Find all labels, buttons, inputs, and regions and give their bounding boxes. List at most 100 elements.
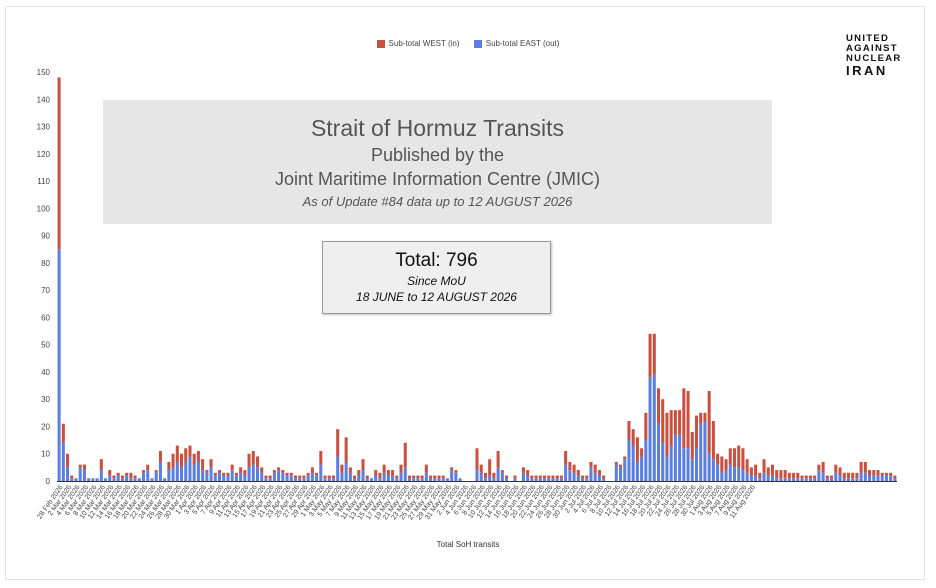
bar-west bbox=[817, 464, 821, 471]
bar-west bbox=[125, 472, 129, 476]
bar-west bbox=[593, 464, 597, 473]
bar-west bbox=[796, 472, 800, 479]
bar-west bbox=[876, 470, 880, 476]
bar-east bbox=[483, 478, 487, 481]
bar-west bbox=[699, 412, 703, 424]
bar-east bbox=[116, 475, 120, 481]
bar-east bbox=[661, 442, 665, 481]
bar-west bbox=[479, 464, 483, 473]
bar-east bbox=[640, 456, 644, 481]
bar-east bbox=[146, 470, 150, 481]
bar-west bbox=[205, 470, 209, 473]
bar-east bbox=[576, 475, 580, 481]
bar-east bbox=[167, 470, 171, 481]
bar-west bbox=[686, 391, 690, 449]
bar-west bbox=[572, 464, 576, 473]
bar-east bbox=[374, 475, 378, 481]
bar-east bbox=[652, 374, 656, 481]
bar-east bbox=[551, 478, 555, 481]
bar-east bbox=[488, 475, 492, 481]
bar-east bbox=[285, 475, 289, 481]
bar-west bbox=[555, 475, 559, 479]
bar-west bbox=[175, 445, 179, 462]
y-tick-label: 50 bbox=[41, 341, 50, 350]
bar-west bbox=[382, 464, 386, 473]
bar-east bbox=[623, 459, 627, 481]
y-tick-label: 20 bbox=[41, 422, 50, 431]
bar-west bbox=[783, 470, 787, 479]
bar-west bbox=[538, 475, 542, 479]
y-tick-label: 90 bbox=[41, 232, 50, 241]
bar-east bbox=[120, 478, 124, 481]
y-tick-label: 120 bbox=[37, 150, 51, 159]
bar-west bbox=[277, 467, 281, 471]
bar-east bbox=[690, 459, 694, 481]
bar-west bbox=[830, 475, 834, 479]
bar-west bbox=[272, 470, 276, 473]
bar-east bbox=[188, 456, 192, 481]
chart-update-note: As of Update #84 data up to 12 AUGUST 20… bbox=[302, 194, 573, 209]
bar-east bbox=[112, 478, 116, 481]
bar-west bbox=[260, 467, 264, 473]
bar-east bbox=[226, 475, 230, 481]
bar-west bbox=[348, 467, 352, 473]
bar-east bbox=[555, 478, 559, 481]
bar-west bbox=[57, 77, 61, 250]
bar-west bbox=[441, 475, 445, 479]
bar-east bbox=[192, 464, 196, 481]
bar-west bbox=[656, 388, 661, 424]
bar-east bbox=[196, 461, 200, 481]
legend: Sub-total WEST (in) Sub-total EAST (out) bbox=[0, 39, 936, 50]
total-date-range: 18 JUNE to 12 AUGUST 2026 bbox=[356, 290, 517, 304]
bar-east bbox=[559, 478, 563, 481]
bar-east bbox=[868, 475, 872, 481]
bar-east bbox=[348, 472, 352, 481]
bar-east bbox=[884, 475, 888, 481]
bar-east bbox=[310, 472, 314, 481]
bar-east bbox=[754, 475, 758, 481]
bar-east bbox=[302, 478, 306, 481]
bar-west bbox=[787, 472, 791, 479]
bar-east bbox=[222, 475, 226, 481]
bar-east bbox=[133, 478, 137, 481]
bar-east bbox=[749, 475, 753, 481]
bar-east bbox=[323, 478, 327, 481]
bar-west bbox=[306, 472, 310, 476]
bar-west bbox=[234, 472, 238, 476]
bar-east bbox=[104, 478, 108, 481]
bar-west bbox=[213, 472, 217, 476]
bar-east bbox=[74, 478, 78, 481]
bar-east bbox=[627, 440, 631, 481]
bar-west bbox=[779, 470, 783, 479]
bar-west bbox=[323, 475, 327, 479]
bar-west bbox=[846, 472, 850, 479]
bar-west bbox=[154, 470, 158, 473]
bar-east bbox=[817, 470, 821, 481]
bar-west bbox=[678, 410, 682, 435]
bar-east bbox=[306, 475, 310, 481]
bar-east bbox=[450, 470, 454, 481]
bar-east bbox=[264, 478, 268, 481]
bar-east bbox=[880, 475, 884, 481]
bar-east bbox=[251, 464, 255, 481]
bar-west bbox=[669, 410, 673, 446]
y-tick-label: 150 bbox=[37, 68, 51, 77]
bar-east bbox=[614, 464, 618, 481]
bar-west bbox=[167, 461, 171, 471]
bar-east bbox=[770, 475, 774, 481]
bar-west bbox=[243, 470, 247, 476]
bar-west bbox=[614, 461, 618, 465]
bar-east bbox=[758, 478, 762, 481]
bar-west bbox=[374, 470, 378, 476]
bar-east bbox=[154, 472, 158, 481]
bar-west bbox=[694, 415, 699, 449]
bar-east bbox=[429, 478, 433, 481]
bar-east bbox=[813, 478, 817, 481]
bar-east bbox=[424, 472, 428, 481]
y-tick-label: 130 bbox=[37, 123, 51, 132]
y-tick-label: 110 bbox=[37, 177, 50, 186]
bar-west bbox=[623, 456, 627, 460]
bar-west bbox=[483, 472, 487, 479]
bar-west bbox=[146, 464, 150, 471]
bar-west bbox=[547, 475, 551, 479]
